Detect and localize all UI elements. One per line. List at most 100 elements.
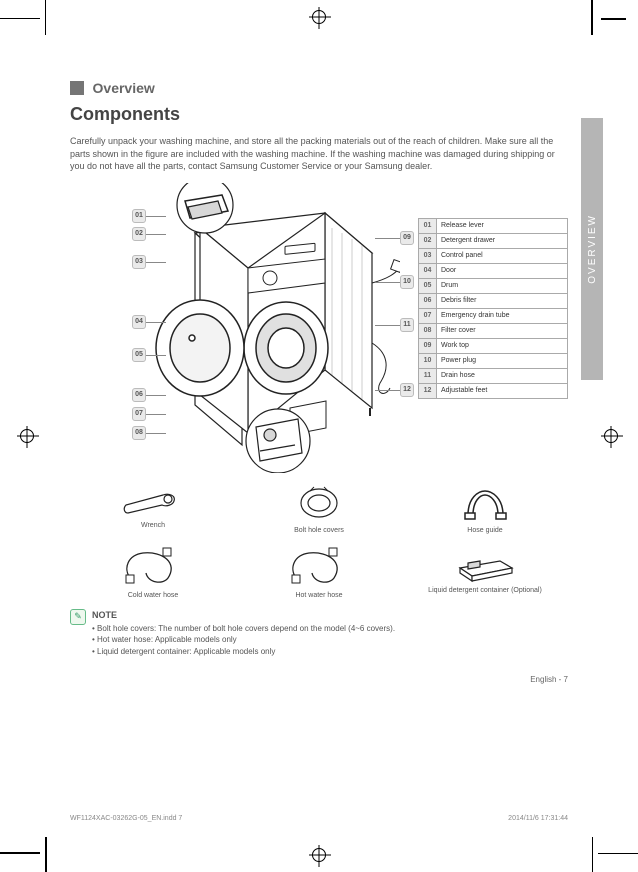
accessory-label: Wrench (83, 522, 223, 530)
part-number: 09 (419, 338, 437, 353)
callout-number: 06 (132, 388, 146, 402)
section-header: Overview (70, 80, 568, 96)
part-label: Power plug (437, 353, 568, 368)
callout-line (146, 262, 166, 263)
callout-number: 12 (400, 383, 414, 397)
callout-line (375, 282, 400, 283)
table-row: 04Door (419, 263, 568, 278)
part-label: Door (437, 263, 568, 278)
part-label: Control panel (437, 248, 568, 263)
note-line: • Bolt hole covers: The number of bolt h… (92, 623, 395, 634)
table-row: 11Drain hose (419, 368, 568, 383)
table-row: 10Power plug (419, 353, 568, 368)
part-number: 03 (419, 248, 437, 263)
table-row: 03Control panel (419, 248, 568, 263)
part-number: 07 (419, 308, 437, 323)
note-line: • Hot water hose: Applicable models only (92, 634, 395, 645)
callout-line (375, 325, 400, 326)
accessory-row: Wrench Bolt hole covers (70, 483, 568, 535)
table-row: 07Emergency drain tube (419, 308, 568, 323)
part-number: 02 (419, 233, 437, 248)
part-label: Release lever (437, 218, 568, 233)
part-number: 06 (419, 293, 437, 308)
hose-guide-icon (458, 483, 513, 523)
page-content: Overview Components Carefully unpack you… (70, 80, 568, 684)
accessory-item: Cold water hose (83, 543, 223, 600)
accessory-item: Liquid detergent container (Optional) (415, 543, 555, 600)
parts-table: 01Release lever02Detergent drawer03Contr… (418, 218, 568, 399)
part-label: Adjustable feet (437, 383, 568, 398)
part-label: Debris filter (437, 293, 568, 308)
part-number: 05 (419, 278, 437, 293)
accessory-label: Cold water hose (83, 592, 223, 600)
hot-hose-icon (284, 543, 354, 588)
callout-line (146, 395, 166, 396)
table-row: 02Detergent drawer (419, 233, 568, 248)
callout-number: 01 (132, 209, 146, 223)
accessory-row: Cold water hose Hot water hose (70, 543, 568, 600)
part-number: 10 (419, 353, 437, 368)
callout-line (146, 414, 166, 415)
part-number: 08 (419, 323, 437, 338)
callout-line (146, 216, 166, 217)
accessories: Wrench Bolt hole covers (70, 483, 568, 601)
callout-number: 09 (400, 231, 414, 245)
accessory-label: Bolt hole covers (249, 527, 389, 535)
accessory-label: Hot water hose (249, 592, 389, 600)
section-marker-icon (70, 81, 84, 95)
side-tab: OVERVIEW (581, 118, 603, 380)
callout-line (375, 238, 400, 239)
footer: WF1124XAC-03262G-05_EN.indd 7 2014/11/6 … (70, 815, 568, 822)
liquid-container-icon (450, 543, 520, 583)
table-row: 05Drum (419, 278, 568, 293)
callout-line (146, 433, 166, 434)
part-label: Work top (437, 338, 568, 353)
cold-hose-icon (118, 543, 188, 588)
part-number: 12 (419, 383, 437, 398)
note-icon: ✎ (70, 609, 86, 625)
table-row: 12Adjustable feet (419, 383, 568, 398)
header-small: Overview (93, 80, 155, 96)
accessory-item: Bolt hole covers (249, 483, 389, 535)
callout-line (375, 390, 400, 391)
table-row: 01Release lever (419, 218, 568, 233)
callout-number: 11 (400, 318, 414, 332)
part-number: 04 (419, 263, 437, 278)
page-title: Components (70, 104, 568, 125)
page-number: English - 7 (70, 675, 568, 684)
part-label: Filter cover (437, 323, 568, 338)
note-box: ✎ NOTE • Bolt hole covers: The number of… (70, 609, 568, 657)
callout-line (146, 322, 166, 323)
part-label: Emergency drain tube (437, 308, 568, 323)
washer-diagram (70, 183, 400, 473)
table-row: 08Filter cover (419, 323, 568, 338)
footer-filename: WF1124XAC-03262G-05_EN.indd 7 (70, 815, 182, 822)
note-text: NOTE • Bolt hole covers: The number of b… (92, 609, 395, 657)
note-line: • Liquid detergent container: Applicable… (92, 646, 395, 657)
accessory-item: Hot water hose (249, 543, 389, 600)
part-number: 01 (419, 218, 437, 233)
accessory-item: Hose guide (415, 483, 555, 535)
bolt-cover-icon (292, 483, 347, 523)
callout-number: 04 (132, 315, 146, 329)
table-row: 06Debris filter (419, 293, 568, 308)
callout-number: 03 (132, 255, 146, 269)
diagram-area: 01Release lever02Detergent drawer03Contr… (70, 183, 568, 478)
callout-number: 07 (132, 407, 146, 421)
part-label: Drum (437, 278, 568, 293)
part-label: Drain hose (437, 368, 568, 383)
callout-number: 02 (132, 227, 146, 241)
callout-line (146, 234, 166, 235)
intro-text: Carefully unpack your washing machine, a… (70, 135, 568, 173)
accessory-label: Hose guide (415, 527, 555, 535)
accessory-item: Wrench (83, 483, 223, 535)
wrench-icon (118, 483, 188, 518)
part-label: Detergent drawer (437, 233, 568, 248)
table-row: 09Work top (419, 338, 568, 353)
callout-line (146, 355, 166, 356)
footer-timestamp: 2014/11/6 17:31:44 (508, 815, 568, 822)
note-title: NOTE (92, 609, 395, 622)
accessory-label: Liquid detergent container (Optional) (415, 587, 555, 595)
side-tab-label: OVERVIEW (587, 214, 598, 284)
callout-number: 10 (400, 275, 414, 289)
